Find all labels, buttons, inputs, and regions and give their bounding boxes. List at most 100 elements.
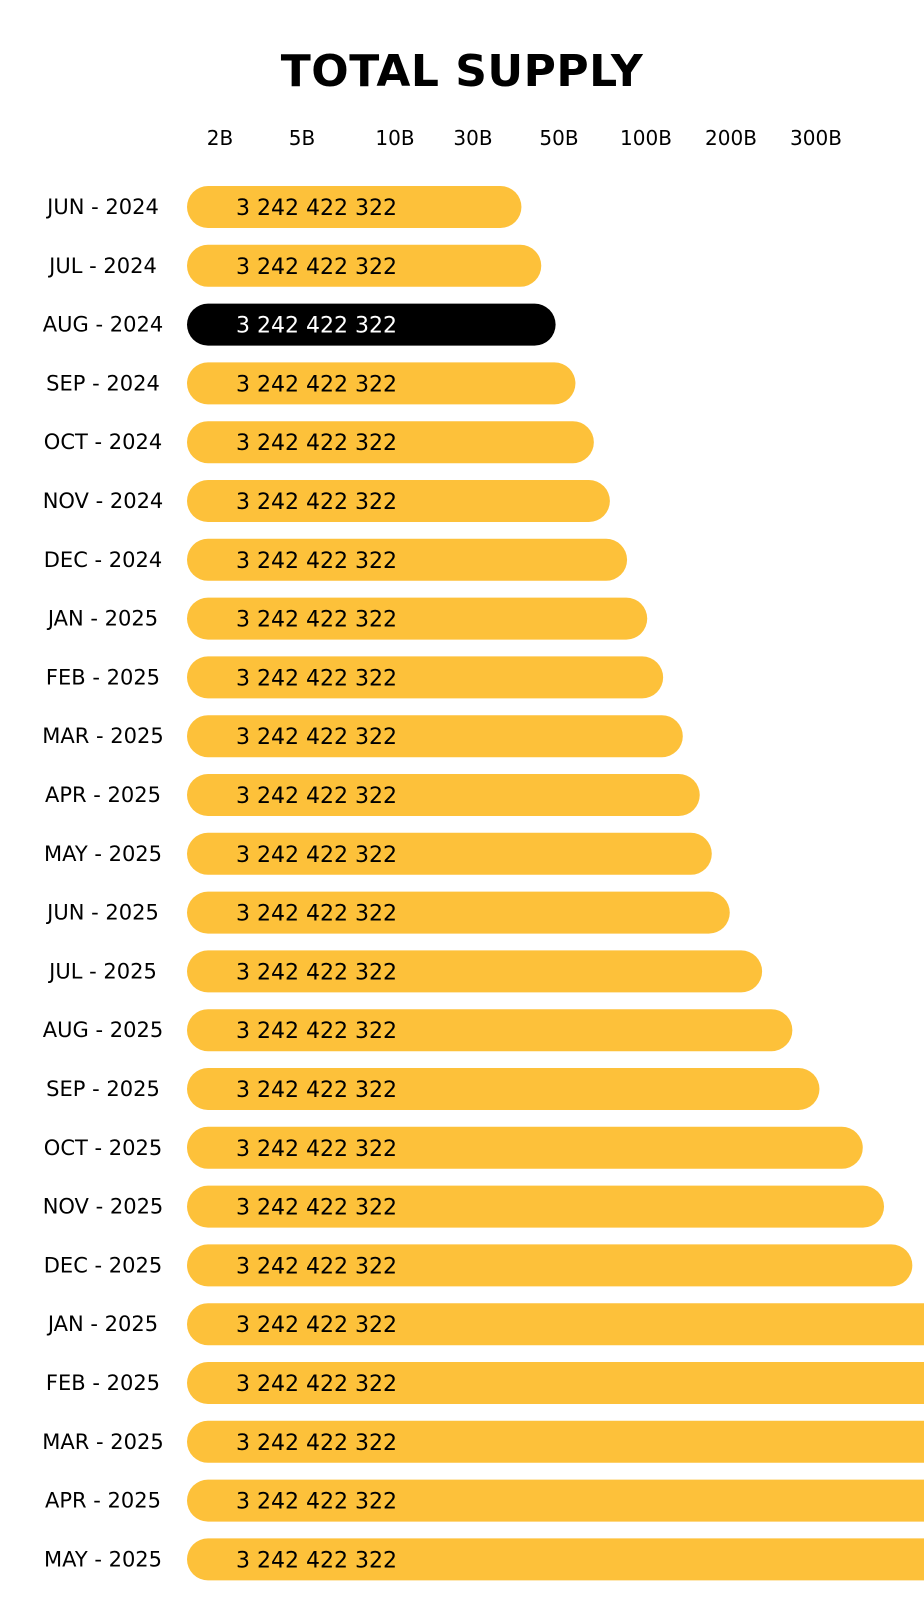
bar-value-label: 3 242 422 322 (236, 1137, 397, 1162)
category-label: NOV - 2024 (43, 489, 164, 513)
bar-value-label: 3 242 422 322 (236, 1078, 397, 1103)
bar-value-label: 3 242 422 322 (236, 255, 397, 280)
bar-row: NOV - 2025 3 242 422 322 (43, 1185, 885, 1228)
category-label: SEP - 2025 (46, 1077, 160, 1101)
bar-value-label: 3 242 422 322 (236, 372, 397, 397)
bar (187, 715, 683, 758)
bar-value-label: 3 242 422 322 (236, 666, 397, 691)
bar-value-label: 3 242 422 322 (236, 725, 397, 750)
bar-row: JAN - 2025 3 242 422 322 (46, 597, 648, 640)
bar-value-label: 3 242 422 322 (236, 608, 397, 633)
bar-value-label: 3 242 422 322 (236, 490, 397, 515)
bar (187, 1420, 924, 1463)
bar (187, 656, 664, 699)
bar-value-label: 3 242 422 322 (236, 1313, 397, 1338)
bar-row: MAR - 2025 3 242 422 322 (42, 1420, 924, 1463)
bar-value-label: 3 242 422 322 (236, 549, 397, 574)
bar-value-label: 3 242 422 322 (236, 1548, 397, 1573)
bar-row: FEB - 2025 3 242 422 322 (46, 1362, 924, 1404)
bar-value-label: 3 242 422 322 (236, 960, 397, 985)
bar-value-label: 3 242 422 322 (236, 1431, 397, 1456)
category-label: MAY - 2025 (44, 842, 162, 866)
bar-row: APR - 2025 3 242 422 322 (45, 1479, 924, 1522)
bar-row: JAN - 2025 3 242 422 322 (46, 1303, 924, 1346)
bar-row: APR - 2025 3 242 422 322 (45, 774, 700, 816)
bar (187, 1126, 863, 1169)
category-label: JUL - 2025 (47, 959, 157, 983)
bar-row: MAR - 2025 3 242 422 322 (42, 715, 683, 758)
bar-row: OCT - 2025 3 242 422 322 (44, 1126, 863, 1169)
bar-rows: JUN - 2024 3 242 422 322 JUL - 2024 3 242 4… (42, 186, 924, 1581)
bar (187, 1244, 913, 1287)
bar (187, 1362, 924, 1404)
bar (187, 891, 730, 934)
bar (187, 832, 712, 875)
category-label: FEB - 2025 (46, 665, 160, 689)
category-label: FEB - 2025 (46, 1371, 160, 1395)
category-label: JUN - 2024 (45, 195, 159, 219)
bar-value-label: 3 242 422 322 (236, 1196, 397, 1221)
bar-row: MAY - 2025 3 242 422 322 (44, 1538, 924, 1581)
bar-value-label: 3 242 422 322 (236, 1254, 397, 1279)
bar-value-label: 3 242 422 322 (236, 314, 397, 339)
bar-row: FEB - 2025 3 242 422 322 (46, 656, 664, 699)
category-label: SEP - 2024 (46, 371, 160, 395)
bar-value-label: 3 242 422 322 (236, 784, 397, 809)
bar (187, 1068, 820, 1110)
bar-value-label: 3 242 422 322 (236, 1490, 397, 1515)
bar-row: SEP - 2025 3 242 422 322 (46, 1068, 820, 1110)
bar-row: JUN - 2024 3 242 422 322 (45, 186, 522, 228)
highlighted-bar (187, 303, 556, 346)
x-tick-label: 200B (705, 126, 757, 150)
category-label: JAN - 2025 (46, 1312, 158, 1336)
category-label: JAN - 2025 (46, 607, 158, 631)
bar-row: JUL - 2024 3 242 422 322 (47, 244, 542, 287)
bar (187, 1303, 924, 1346)
bar (187, 421, 594, 464)
bar (187, 538, 628, 581)
bar-value-label: 3 242 422 322 (236, 431, 397, 456)
category-label: DEC - 2024 (44, 548, 162, 572)
bar-row: JUL - 2025 3 242 422 322 (47, 950, 763, 993)
bar-value-label: 3 242 422 322 (236, 196, 397, 221)
bar-row: AUG - 2024 3 242 422 322 (43, 303, 556, 346)
category-label: OCT - 2025 (44, 1136, 162, 1160)
x-tick-label: 2B (207, 126, 233, 150)
x-axis-ticks: 2B 5B 10B 30B 50B 100B 200B 300B (207, 126, 842, 150)
category-label: AUG - 2025 (43, 1018, 163, 1042)
bar-row: DEC - 2025 3 242 422 322 (44, 1244, 913, 1287)
bar (187, 1009, 793, 1052)
x-tick-label: 30B (453, 126, 492, 150)
bar (187, 362, 576, 405)
bar (187, 1479, 924, 1522)
chart-title: TOTAL SUPPLY (281, 46, 644, 97)
bar-row: NOV - 2024 3 242 422 322 (43, 480, 610, 522)
bar-value-label: 3 242 422 322 (236, 1019, 397, 1044)
category-label: MAY - 2025 (44, 1547, 162, 1571)
bar-value-label: 3 242 422 322 (236, 902, 397, 927)
category-label: JUL - 2024 (47, 254, 157, 278)
bar (187, 774, 700, 816)
bar-row: SEP - 2024 3 242 422 322 (46, 362, 576, 405)
bar (187, 480, 610, 522)
category-label: JUN - 2025 (45, 901, 159, 925)
bar-row: DEC - 2024 3 242 422 322 (44, 538, 628, 581)
bar (187, 950, 763, 993)
category-label: MAR - 2025 (42, 1430, 163, 1454)
bar-row: MAY - 2025 3 242 422 322 (44, 832, 712, 875)
bar (187, 244, 542, 287)
x-tick-label: 10B (375, 126, 414, 150)
bar-value-label: 3 242 422 322 (236, 843, 397, 868)
bar-row: JUN - 2025 3 242 422 322 (45, 891, 730, 934)
bar (187, 597, 648, 640)
bar-row: OCT - 2024 3 242 422 322 (44, 421, 594, 464)
category-label: OCT - 2024 (44, 430, 162, 454)
bar (187, 1185, 885, 1228)
bar-value-label: 3 242 422 322 (236, 1372, 397, 1397)
bar (187, 1538, 924, 1581)
x-tick-label: 100B (620, 126, 672, 150)
category-label: APR - 2025 (45, 783, 161, 807)
category-label: MAR - 2025 (42, 724, 163, 748)
x-tick-label: 50B (539, 126, 578, 150)
